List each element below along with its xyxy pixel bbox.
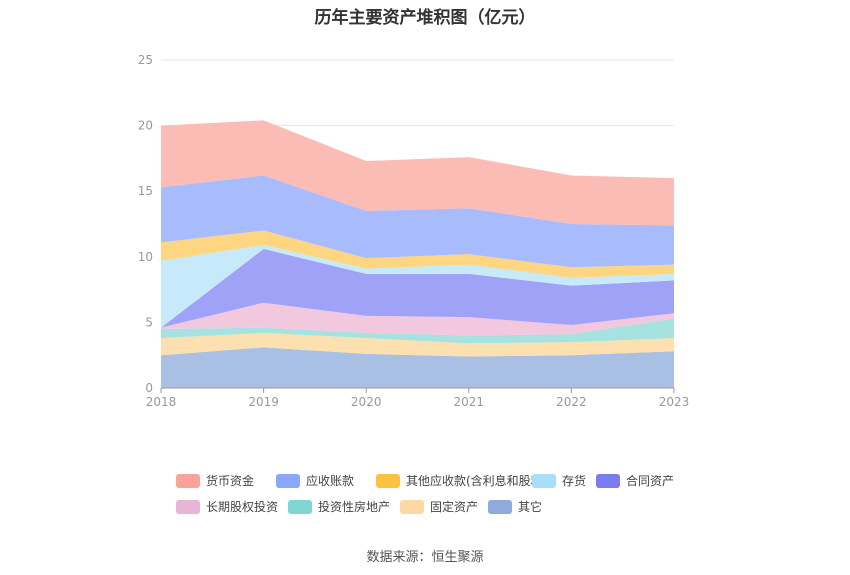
area-series — [161, 347, 674, 388]
legend-swatch — [596, 473, 620, 488]
legend-swatch — [276, 473, 300, 488]
legend-item-other-receivables[interactable]: 其他应收款(含利息和股利) — [376, 472, 547, 489]
y-tick-label: 0 — [145, 381, 153, 395]
legend-swatch — [176, 499, 200, 514]
area-series — [161, 230, 674, 278]
legend-label: 固定资产 — [430, 500, 479, 514]
legend-label: 合同资产 — [626, 474, 675, 488]
x-tick-label: 2022 — [556, 395, 587, 409]
legend-label: 货币资金 — [206, 474, 255, 488]
y-tick-label: 20 — [138, 119, 153, 133]
y-tick-label: 15 — [138, 184, 153, 198]
area-series — [161, 332, 674, 357]
y-tick-label: 25 — [138, 53, 153, 67]
y-tick-label: 5 — [145, 315, 153, 329]
legend-item-other[interactable]: 其它 — [488, 498, 542, 515]
legend-item-fixed-assets[interactable]: 固定资产 — [400, 498, 478, 515]
legend-label: 应收账款 — [306, 474, 355, 488]
legend-swatch — [532, 473, 556, 488]
x-tick-label: 2020 — [351, 395, 382, 409]
x-tick-label: 2019 — [248, 395, 279, 409]
legend-swatch — [376, 473, 400, 488]
legend-item-receivables[interactable]: 应收账款 — [276, 472, 354, 489]
legend-swatch — [176, 473, 200, 488]
area-series — [161, 244, 674, 328]
stacked-area-chart: 0 5 10 15 20 25 2018 2019 2020 2021 2022 2023 — [138, 53, 690, 409]
legend-item-inventory[interactable]: 存货 — [532, 472, 586, 489]
legend-label: 其他应收款(含利息和股利) — [406, 474, 548, 488]
x-tick-label: 2023 — [659, 395, 690, 409]
legend-label: 长期股权投资 — [206, 500, 279, 514]
area-series — [161, 318, 674, 344]
area-series — [161, 248, 674, 328]
legend-swatch — [288, 499, 312, 514]
legend-label: 其它 — [518, 500, 543, 514]
x-tick-label: 2021 — [454, 395, 485, 409]
legend-item-long-term-equity[interactable]: 长期股权投资 — [176, 498, 278, 515]
data-source: 数据来源：恒生聚源 — [366, 550, 484, 565]
legend-label: 投资性房地产 — [318, 500, 391, 514]
legend-swatch — [400, 499, 424, 514]
y-tick-label: 10 — [138, 250, 153, 264]
area-series — [161, 175, 674, 268]
chart-title: 历年主要资产堆积图（亿元） — [314, 8, 536, 28]
legend-swatch — [488, 499, 512, 514]
legend-label: 存货 — [562, 474, 587, 488]
legend-item-cash[interactable]: 货币资金 — [176, 472, 254, 489]
area-series — [161, 120, 674, 226]
legend-item-investment-property[interactable]: 投资性房地产 — [288, 498, 390, 515]
legend-item-contract-assets[interactable]: 合同资产 — [596, 472, 674, 489]
area-series — [161, 302, 674, 336]
x-tick-label: 2018 — [146, 395, 177, 409]
